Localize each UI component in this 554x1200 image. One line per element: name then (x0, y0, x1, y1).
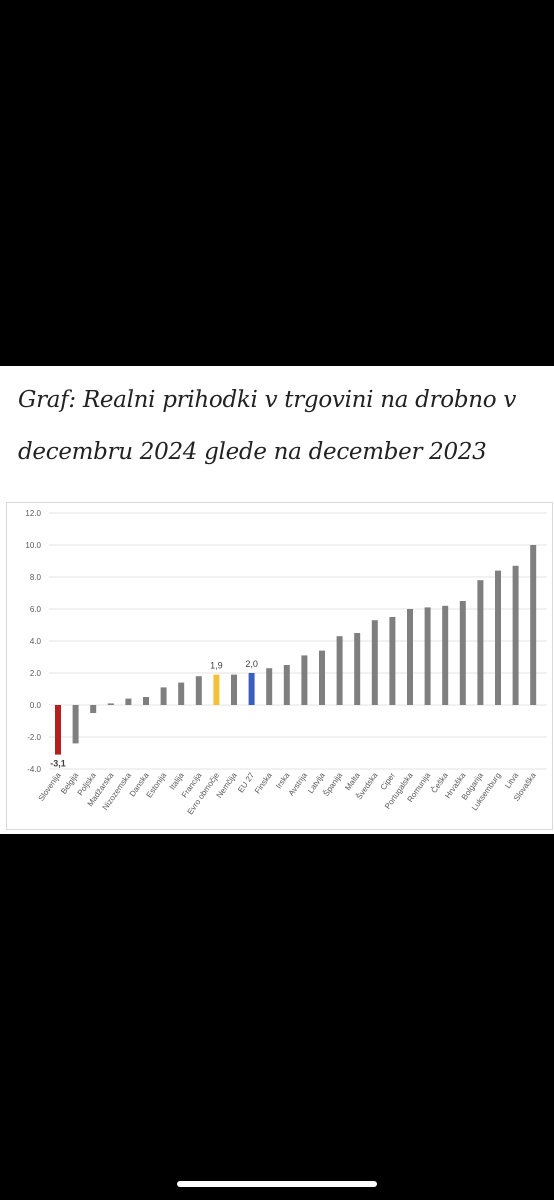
bar-bolgarija (477, 580, 484, 705)
bar-češka (442, 605, 449, 705)
bar-poljska (90, 705, 97, 713)
bar-slovaška (530, 545, 537, 705)
bar-slovenija (55, 705, 61, 755)
bar-švedska (371, 620, 378, 705)
bar-irska (283, 665, 290, 705)
x-tick-label: Slovenija (37, 771, 63, 803)
y-tick-label: 2.0 (30, 669, 42, 678)
bar-nizozemska (125, 698, 132, 705)
bar-belgija (72, 705, 79, 744)
bar-madžarska (107, 703, 114, 705)
bar-malta (354, 633, 361, 705)
chart-title: Graf: Realni prihodki v trgovini na drob… (18, 387, 517, 465)
bar-romunija (424, 607, 431, 705)
data-label: 1,9 (210, 661, 223, 671)
bar-danska (143, 697, 149, 705)
bar-estonija (160, 687, 167, 705)
bar-italija (178, 682, 185, 705)
x-tick-label: Avstrija (287, 771, 310, 798)
bar-eu-27 (248, 673, 255, 705)
bar-španija (336, 636, 343, 705)
x-tick-label: Španija (322, 771, 345, 798)
bar-finska (266, 668, 273, 705)
y-tick-label: 10.0 (25, 541, 41, 550)
bar-hrvaška (459, 601, 466, 705)
bar-luksemburg (495, 570, 501, 705)
bar-litva (512, 565, 519, 705)
x-tick-label: Litva (503, 771, 520, 790)
y-tick-label: 12.0 (25, 509, 41, 518)
bar-latvija (319, 650, 325, 705)
y-tick-label: 6.0 (30, 605, 42, 614)
bar-avstrija (301, 655, 308, 705)
y-tick-label: 0.0 (30, 701, 42, 710)
y-tick-label: -2.0 (27, 733, 41, 742)
data-label: 2,0 (245, 659, 258, 669)
bar-chart: -4.0 -2.0 0.0 2.0 4.0 6.0 8.0 10.0 12.0 Slovenija… (25, 509, 547, 816)
chart-frame: -4.0 -2.0 0.0 2.0 4.0 6.0 8.0 10.0 12.0 Slovenija… (6, 502, 553, 830)
home-indicator[interactable] (177, 1181, 377, 1187)
y-tick-label: 8.0 (30, 573, 42, 582)
bar-evro-območje (213, 674, 220, 705)
y-tick-label: 4.0 (30, 637, 42, 646)
content-panel: Graf: Realni prihodki v trgovini na drob… (0, 366, 554, 834)
y-tick-label: -4.0 (27, 765, 41, 774)
data-label: -3,1 (50, 759, 66, 769)
bar-ciper (389, 617, 396, 705)
x-tick-label: Finska (253, 771, 274, 796)
bar-portugalska (407, 609, 413, 705)
bar-francija (195, 676, 202, 705)
bar-nemčija (231, 674, 237, 705)
